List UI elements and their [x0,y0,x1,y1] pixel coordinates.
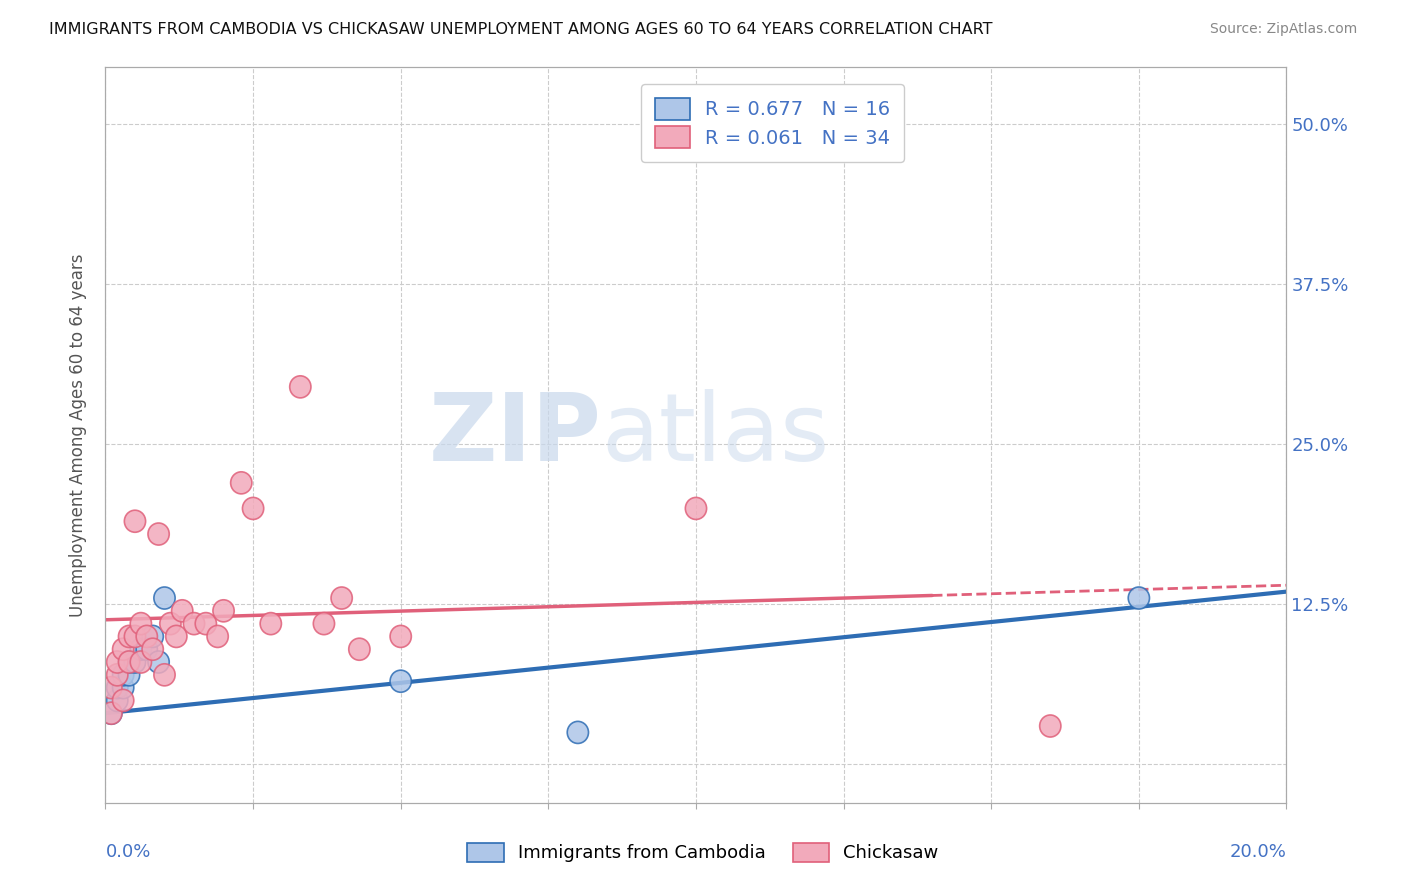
Ellipse shape [118,651,139,673]
Ellipse shape [131,651,152,673]
Text: 0.0%: 0.0% [105,843,150,862]
Ellipse shape [118,651,139,673]
Ellipse shape [107,690,128,712]
Ellipse shape [112,690,134,712]
Text: Source: ZipAtlas.com: Source: ZipAtlas.com [1209,22,1357,37]
Ellipse shape [112,676,134,698]
Ellipse shape [567,722,589,743]
Ellipse shape [107,676,128,698]
Ellipse shape [124,510,146,533]
Text: ZIP: ZIP [429,389,602,481]
Ellipse shape [101,702,122,724]
Ellipse shape [290,376,311,398]
Ellipse shape [153,664,176,686]
Ellipse shape [136,638,157,660]
Ellipse shape [148,651,169,673]
Y-axis label: Unemployment Among Ages 60 to 64 years: Unemployment Among Ages 60 to 64 years [69,253,87,616]
Ellipse shape [314,613,335,635]
Ellipse shape [389,670,412,692]
Ellipse shape [112,664,134,686]
Ellipse shape [142,638,163,660]
Ellipse shape [101,702,122,724]
Ellipse shape [166,625,187,648]
Ellipse shape [389,625,412,648]
Ellipse shape [685,498,707,519]
Ellipse shape [195,613,217,635]
Ellipse shape [131,638,152,660]
Ellipse shape [212,599,235,622]
Legend: Immigrants from Cambodia, Chickasaw: Immigrants from Cambodia, Chickasaw [460,836,946,870]
Ellipse shape [142,625,163,648]
Ellipse shape [153,587,176,609]
Ellipse shape [349,638,370,660]
Ellipse shape [124,651,146,673]
Ellipse shape [148,523,169,545]
Text: 20.0%: 20.0% [1230,843,1286,862]
Ellipse shape [242,498,264,519]
Ellipse shape [118,664,139,686]
Text: IMMIGRANTS FROM CAMBODIA VS CHICKASAW UNEMPLOYMENT AMONG AGES 60 TO 64 YEARS COR: IMMIGRANTS FROM CAMBODIA VS CHICKASAW UN… [49,22,993,37]
Ellipse shape [101,676,122,698]
Ellipse shape [131,613,152,635]
Legend: R = 0.677   N = 16, R = 0.061   N = 34: R = 0.677 N = 16, R = 0.061 N = 34 [641,84,904,162]
Ellipse shape [112,638,134,660]
Ellipse shape [107,651,128,673]
Ellipse shape [1128,587,1150,609]
Ellipse shape [118,625,139,648]
Ellipse shape [1039,715,1062,737]
Ellipse shape [183,613,205,635]
Ellipse shape [207,625,228,648]
Ellipse shape [136,625,157,648]
Text: atlas: atlas [602,389,830,481]
Ellipse shape [330,587,353,609]
Ellipse shape [773,139,796,161]
Ellipse shape [172,599,193,622]
Ellipse shape [107,664,128,686]
Ellipse shape [160,613,181,635]
Ellipse shape [231,472,252,494]
Ellipse shape [124,625,146,648]
Ellipse shape [260,613,281,635]
